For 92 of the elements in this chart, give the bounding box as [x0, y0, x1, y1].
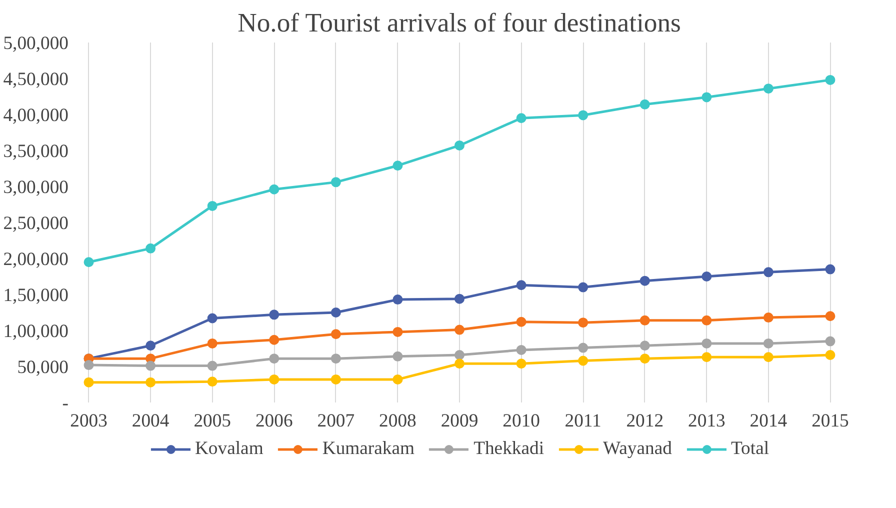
- point: [392, 351, 403, 362]
- point: [330, 374, 341, 384]
- point: [146, 340, 156, 351]
- point: [454, 294, 464, 304]
- point: [269, 184, 280, 194]
- point: [146, 377, 156, 388]
- x-tick-label: 2003: [70, 410, 108, 432]
- point: [516, 344, 526, 355]
- point: [269, 374, 280, 384]
- point: [269, 334, 280, 345]
- x-tick-label: 2008: [379, 410, 416, 432]
- y-tick-label: 3,50,000: [3, 141, 68, 162]
- point: [702, 272, 712, 282]
- legend-label: Wayanad: [603, 438, 672, 460]
- y-tick-label: 5,00,000: [3, 33, 68, 54]
- point: [516, 113, 526, 124]
- point: [516, 280, 526, 290]
- y-tick-label: 4,50,000: [3, 69, 68, 90]
- legend-label: Total: [730, 438, 770, 460]
- point: [454, 324, 464, 335]
- x-tick-label: 2014: [750, 410, 788, 432]
- y-tick-label: 3,00,000: [3, 177, 68, 198]
- y-tick-label: 1,00,000: [3, 321, 68, 342]
- point: [84, 257, 94, 268]
- point: [578, 282, 588, 292]
- point: [454, 358, 464, 369]
- point: [330, 308, 341, 318]
- y-tick-label: 50,000: [17, 357, 69, 378]
- point: [330, 354, 341, 364]
- point: [578, 110, 588, 120]
- point: [207, 376, 218, 387]
- point: [825, 336, 836, 346]
- x-tick-label: 2012: [626, 410, 664, 432]
- point: [454, 350, 464, 360]
- chart-title: No.of Tourist arrivals of four destinations: [238, 8, 681, 38]
- point: [516, 316, 526, 327]
- point: [640, 315, 650, 326]
- point: [702, 338, 712, 348]
- point: [207, 338, 218, 348]
- point: [392, 160, 403, 171]
- x-tick-label: 2010: [502, 410, 540, 432]
- point: [207, 360, 218, 371]
- point: [454, 140, 464, 150]
- point: [640, 276, 650, 286]
- point: [392, 374, 403, 384]
- point: [84, 377, 94, 388]
- x-tick-label: 2006: [255, 410, 293, 432]
- point: [516, 358, 526, 369]
- point: [763, 312, 774, 323]
- x-tick-label: 2013: [688, 410, 726, 432]
- point: [763, 267, 774, 278]
- x-tick-label: 2005: [194, 410, 231, 432]
- point: [702, 352, 712, 362]
- point: [763, 352, 774, 362]
- point: [763, 338, 774, 348]
- point: [146, 243, 156, 254]
- legend-label: Kumarakam: [322, 438, 415, 460]
- x-tick-label: 2007: [317, 410, 355, 432]
- point: [825, 74, 836, 85]
- point: [702, 92, 712, 102]
- point: [640, 99, 650, 110]
- point: [84, 360, 94, 370]
- y-tick-label: 2,00,000: [3, 249, 68, 270]
- x-tick-label: 2009: [440, 410, 478, 432]
- point: [702, 315, 712, 326]
- point: [825, 311, 836, 322]
- x-tick-label: 2011: [564, 410, 602, 432]
- point: [578, 342, 588, 353]
- point: [763, 84, 774, 94]
- point: [269, 354, 280, 364]
- point: [825, 350, 836, 360]
- y-tick-label: 2,50,000: [3, 213, 68, 234]
- point: [640, 354, 650, 364]
- legend-label: Kovalam: [194, 438, 264, 460]
- y-tick-label: 1,50,000: [3, 285, 68, 306]
- point: [392, 294, 403, 305]
- point: [269, 310, 280, 320]
- point: [578, 356, 588, 366]
- y-tick-label: -: [62, 393, 69, 414]
- legend-label: Thekkadi: [474, 438, 544, 460]
- point: [207, 313, 218, 324]
- point: [330, 329, 341, 340]
- point: [330, 177, 341, 188]
- point: [392, 326, 403, 337]
- x-tick-label: 2004: [132, 410, 170, 432]
- point: [825, 264, 836, 274]
- point: [640, 340, 650, 351]
- point: [207, 200, 218, 211]
- y-tick-label: 4,00,000: [3, 105, 68, 126]
- point: [146, 360, 156, 371]
- point: [578, 318, 588, 328]
- x-tick-label: 2015: [812, 410, 849, 432]
